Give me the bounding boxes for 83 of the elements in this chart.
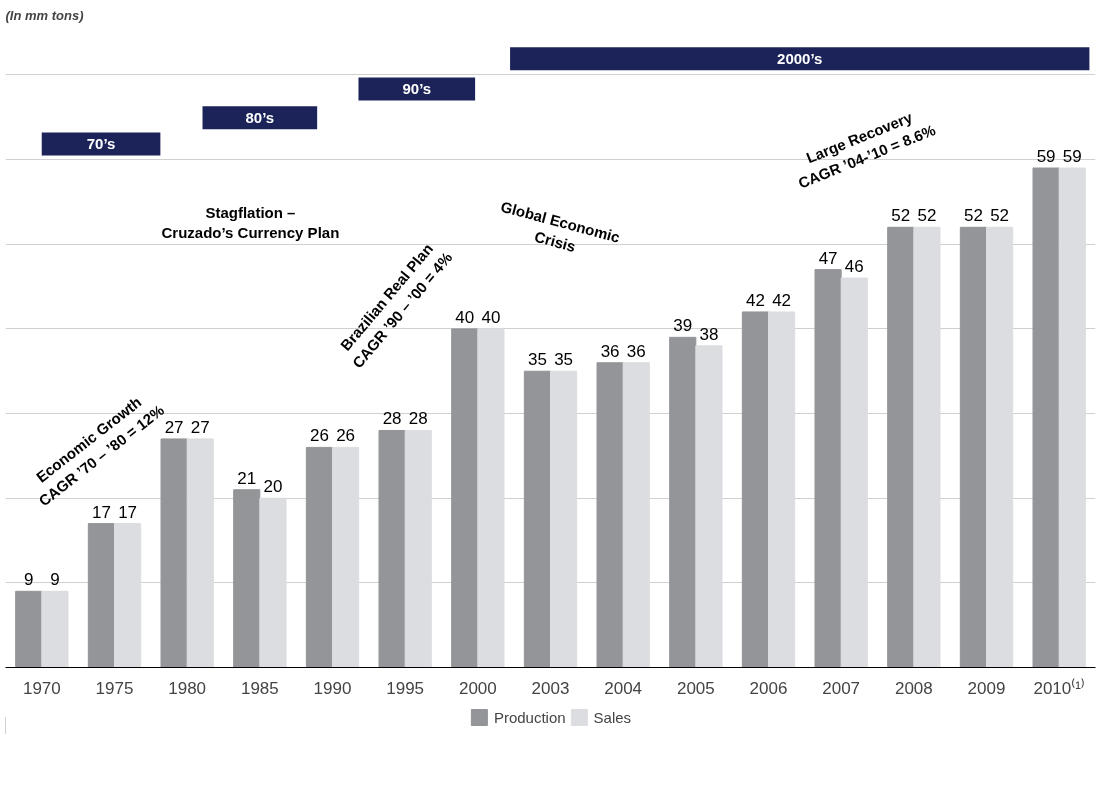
data-label: 28: [382, 409, 402, 429]
x-tick-label: 2000: [458, 678, 497, 698]
data-label: 28: [408, 409, 428, 429]
x-tick-label: 2009: [967, 678, 1006, 698]
bar: [840, 277, 868, 668]
legend-label: Sales: [593, 708, 632, 726]
x-tick-label: 2008: [894, 678, 933, 698]
data-label: 17: [118, 502, 138, 522]
bar: [114, 523, 142, 668]
bar: [695, 345, 723, 668]
bar: [233, 489, 261, 668]
x-tick-label: 2010⁽¹⁾: [1033, 677, 1085, 698]
x-tick-label: 1985: [240, 678, 279, 698]
data-label: 52: [891, 206, 911, 226]
text: 2000’s: [777, 50, 823, 68]
data-label: 26: [309, 426, 329, 446]
bar: [596, 362, 624, 668]
x-tick-label: 2005: [676, 678, 715, 698]
bar: [451, 328, 479, 668]
data-label: 52: [990, 206, 1010, 226]
data-label: 52: [917, 206, 937, 226]
bar: [87, 523, 115, 668]
bar: [622, 362, 650, 668]
data-label: 52: [963, 206, 983, 226]
bar: [959, 226, 987, 668]
bar: [768, 311, 796, 668]
text: 90’s: [402, 80, 432, 98]
x-tick-label: 2003: [531, 678, 570, 698]
legend-label: Production: [493, 708, 566, 726]
text: 80’s: [245, 109, 275, 127]
bar: [259, 497, 287, 668]
data-label: 20: [263, 477, 283, 497]
chart-title: (In mm tons): [5, 7, 84, 23]
bar: [669, 336, 697, 668]
data-label: 21: [237, 468, 257, 488]
x-tick-label: 1980: [168, 678, 207, 698]
text: 70’s: [86, 135, 116, 153]
bar: [186, 438, 214, 668]
x-tick-label: 1995: [386, 678, 425, 698]
data-label: 40: [455, 307, 475, 327]
x-tick-label: 2004: [604, 678, 643, 698]
data-label: 59: [1036, 147, 1056, 167]
data-label: 27: [190, 417, 210, 437]
bar: [378, 429, 406, 668]
x-tick-label: 2006: [749, 678, 788, 698]
bar: [741, 311, 769, 668]
bar: [15, 590, 43, 668]
data-label: 39: [673, 316, 693, 336]
bar: [814, 269, 842, 668]
data-label: 27: [164, 417, 184, 437]
annotation: Stagflation – Cruzado’s Currency Plan: [161, 203, 340, 241]
data-label: 40: [481, 307, 501, 327]
data-label: 9: [50, 570, 60, 590]
bar: [160, 438, 188, 668]
bar: [477, 328, 505, 668]
x-tick-label: 1975: [95, 678, 134, 698]
data-label: 26: [336, 426, 356, 446]
data-label: 42: [745, 290, 765, 310]
bar: [332, 446, 360, 668]
data-label: 46: [844, 257, 864, 277]
bar: [41, 590, 69, 668]
bar: [913, 226, 941, 668]
data-label: 35: [554, 350, 574, 370]
x-tick-label: 1970: [22, 678, 61, 698]
data-label: 9: [24, 570, 34, 590]
bar: [550, 370, 578, 668]
data-label: 36: [626, 341, 646, 361]
data-label: 47: [818, 248, 838, 268]
bar: [523, 370, 551, 668]
bar: [1032, 167, 1060, 668]
data-label: 42: [772, 290, 792, 310]
x-tick-label: 1990: [313, 678, 352, 698]
data-label: 35: [527, 350, 547, 370]
data-label: 38: [699, 324, 719, 344]
x-tick-label: 2007: [822, 678, 861, 698]
data-label: 17: [91, 502, 111, 522]
bar: [1058, 167, 1086, 668]
data-label: 36: [600, 341, 620, 361]
bar: [986, 226, 1014, 668]
bar: [305, 446, 333, 668]
data-label: 59: [1062, 147, 1082, 167]
bar: [887, 226, 915, 668]
bar: [404, 429, 432, 668]
